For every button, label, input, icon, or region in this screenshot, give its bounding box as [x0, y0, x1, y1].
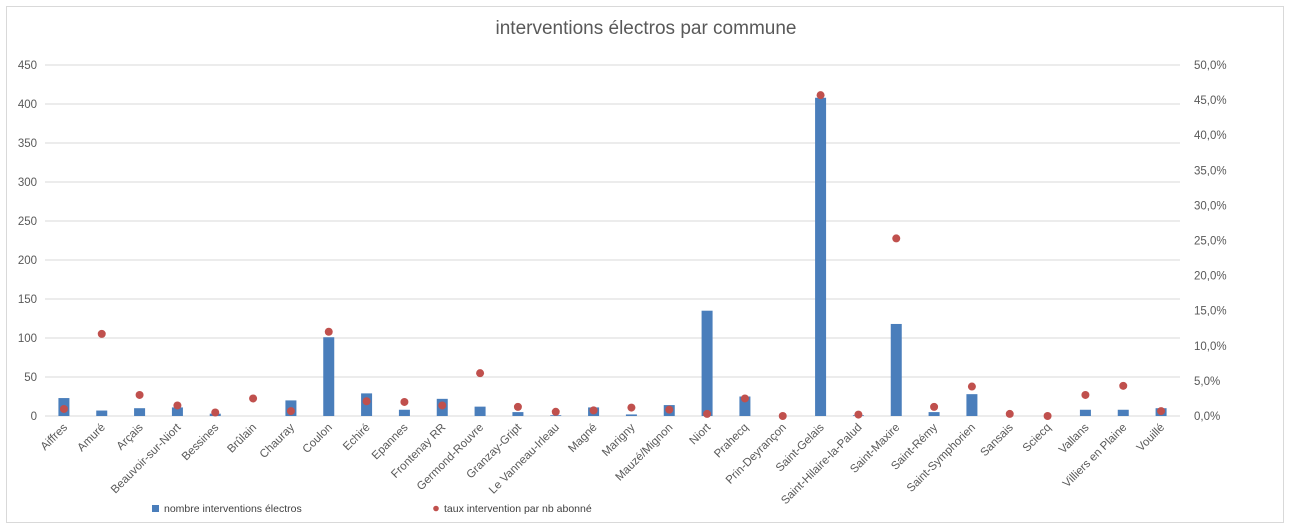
scatter-point: [249, 394, 258, 403]
x-category-label: Vallans: [1057, 421, 1092, 456]
bar: [928, 412, 940, 416]
scatter-point: [476, 369, 485, 378]
scatter-point: [1043, 412, 1052, 420]
x-category-label: Saint-Symphorien: [905, 422, 978, 495]
scatter-point: [513, 402, 522, 411]
scatter-point: [173, 401, 182, 410]
scatter-point: [1157, 407, 1166, 416]
x-category-label: Amuré: [75, 422, 107, 454]
scatter-point: [400, 397, 409, 406]
scatter-point: [740, 394, 749, 403]
chart-frame: [6, 6, 1284, 523]
bar: [739, 396, 751, 416]
scatter-point: [778, 412, 787, 420]
y-left-tick-label: 100: [18, 333, 37, 345]
bar: [625, 414, 637, 416]
y-right-tick-label: 30,0%: [1194, 200, 1227, 212]
x-category-label: Coulon: [301, 422, 335, 456]
scatter-point: [967, 382, 976, 391]
legend-bar-swatch: [152, 505, 159, 512]
legend-label: nombre interventions électros: [164, 503, 302, 515]
scatter-point: [589, 406, 598, 415]
y-left-tick-label: 300: [18, 177, 37, 189]
bar: [512, 412, 524, 416]
y-left-tick-label: 50: [24, 372, 37, 384]
y-right-tick-label: 20,0%: [1194, 271, 1227, 283]
bar: [96, 410, 108, 416]
scatter-point: [703, 409, 712, 418]
legend-label: taux intervention par nb abonné: [444, 503, 592, 515]
y-right-tick-label: 10,0%: [1194, 341, 1227, 353]
bar: [398, 409, 410, 416]
x-category-label: Arçais: [115, 421, 146, 452]
bar: [171, 407, 183, 416]
y-right-tick-label: 45,0%: [1194, 95, 1227, 107]
bar: [966, 394, 978, 416]
scatter-point: [854, 410, 863, 419]
scatter-point: [286, 407, 295, 416]
x-category-label: Bessines: [180, 421, 222, 463]
y-right-tick-label: 35,0%: [1194, 165, 1227, 177]
legend-point-swatch: [433, 505, 439, 512]
x-category-label: Chauray: [258, 421, 297, 460]
scatter-point: [551, 407, 560, 416]
x-category-label: Echiré: [341, 422, 373, 454]
scatter-point: [135, 390, 144, 399]
x-category-label: Sansais: [978, 421, 1016, 459]
y-left-tick-label: 250: [18, 216, 37, 228]
bar: [474, 406, 486, 416]
y-right-tick-label: 50,0%: [1194, 60, 1227, 72]
scatter-point: [892, 234, 901, 243]
bar: [890, 323, 902, 416]
y-left-tick-label: 450: [18, 60, 37, 72]
x-category-label: Germond-Rouvre: [415, 422, 486, 493]
x-category-label: Sciecq: [1021, 422, 1054, 455]
scatter-point: [211, 408, 220, 417]
scatter-point: [59, 404, 68, 413]
x-category-label: Vouillé: [1135, 422, 1167, 454]
bar: [134, 408, 146, 416]
scatter-point: [816, 91, 825, 100]
scatter-point: [438, 401, 447, 410]
bar: [323, 337, 335, 416]
scatter-point: [1081, 390, 1090, 399]
x-category-label: Beauvoir-sur-Niort: [109, 421, 184, 496]
chart-title: interventions électros par commune: [495, 18, 797, 39]
y-right-tick-label: 40,0%: [1194, 130, 1227, 142]
y-right-tick-label: 0,0%: [1194, 411, 1220, 423]
scatter-point: [1119, 381, 1128, 390]
x-category-label: Magné: [566, 422, 599, 455]
y-left-tick-label: 200: [18, 255, 37, 267]
x-category-label: Marigny: [600, 421, 638, 459]
scatter-point: [930, 402, 939, 411]
bar: [1117, 409, 1129, 416]
y-right-tick-label: 15,0%: [1194, 306, 1227, 318]
x-category-label: Aiffres: [39, 421, 71, 453]
scatter-point: [627, 403, 636, 412]
y-left-tick-label: 150: [18, 294, 37, 306]
x-category-label: Villiers en Plaine: [1061, 422, 1129, 490]
y-left-tick-label: 400: [18, 99, 37, 111]
scatter-point: [97, 329, 106, 338]
x-category-label: Brûlain: [225, 422, 259, 456]
y-right-tick-label: 25,0%: [1194, 236, 1227, 248]
y-right-tick-label: 5,0%: [1194, 376, 1220, 388]
y-left-tick-label: 350: [18, 138, 37, 150]
bar: [701, 310, 713, 416]
scatter-point: [1005, 409, 1014, 418]
scatter-point: [324, 327, 333, 336]
x-category-label: Le Vanneau-Irleau: [487, 422, 562, 497]
x-category-label: Niort: [688, 421, 714, 447]
bar: [1079, 409, 1091, 416]
x-category-label: Prahecq: [712, 422, 751, 461]
scatter-point: [665, 405, 674, 414]
y-left-tick-label: 0: [31, 411, 37, 423]
scatter-point: [362, 397, 371, 406]
bar: [815, 97, 827, 416]
